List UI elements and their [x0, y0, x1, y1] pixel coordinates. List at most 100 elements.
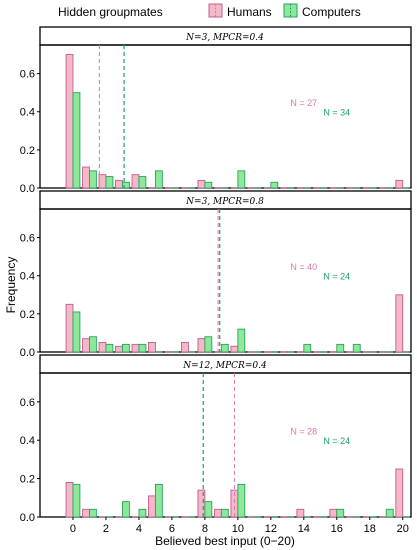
panel-1-plot — [39, 44, 412, 189]
panel-2-y-ticks: 0.0 0.2 0.4 0.6 — [20, 233, 40, 359]
x-tick-label: 2 — [103, 523, 109, 535]
panel-1-strip-label: N=3, MPCR=0.4 — [185, 33, 264, 43]
bar-humans-20 — [395, 294, 404, 353]
panel-1: N=3, MPCR=0.4 N = 27 N = 34 0.0 0.2 0.4 0.6 — [20, 26, 412, 195]
x-tick-label: 20 — [397, 523, 409, 535]
bar-humans-5 — [148, 342, 156, 353]
panel-1-n-computers: N = 34 — [323, 108, 350, 118]
panel-3-plot — [39, 372, 412, 518]
y-tick-label: 0.6 — [20, 69, 35, 81]
panel-3-border — [39, 372, 412, 518]
bar-humans-2 — [98, 174, 107, 189]
bar-humans-4 — [131, 174, 140, 189]
panel-2-strip-label: N=3, MPCR=0.8 — [185, 197, 264, 207]
bar-computers-0 — [72, 483, 81, 518]
panel-1-n-humans: N = 27 — [290, 98, 317, 108]
panel-1-y-ticks: 0.0 0.2 0.4 0.6 — [20, 69, 40, 195]
y-axis-title: Frequency — [4, 257, 18, 314]
bar-computers-19 — [385, 508, 394, 518]
bar-computers-9 — [220, 508, 229, 518]
bar-humans-1 — [82, 508, 90, 518]
bar-computers-3 — [121, 501, 130, 518]
x-tick-label: 4 — [136, 523, 142, 535]
y-tick-label: 0.0 — [20, 347, 35, 359]
bar-computers-2 — [105, 176, 114, 189]
bar-computers-0 — [72, 311, 81, 353]
y-tick-label: 0.2 — [20, 474, 35, 486]
bar-humans-1 — [82, 338, 90, 353]
bar-computers-5 — [154, 483, 163, 518]
bar-computers-17 — [352, 343, 361, 353]
bar-computers-4 — [138, 343, 147, 353]
y-tick-label: 0.0 — [20, 512, 35, 524]
bar-computers-8 — [204, 501, 213, 518]
y-tick-label: 0.6 — [20, 397, 35, 409]
bar-computers-8 — [204, 181, 213, 189]
bar-computers-16 — [336, 343, 345, 353]
bar-humans-2 — [98, 342, 107, 353]
x-tick-label: 18 — [364, 523, 376, 535]
bar-computers-14 — [303, 343, 312, 353]
y-tick-label: 0.2 — [20, 145, 35, 157]
bar-humans-8 — [197, 489, 206, 518]
bar-computers-4 — [138, 508, 147, 518]
panel-3-n-humans: N = 28 — [290, 426, 317, 436]
legend-label-computers: Computers — [302, 5, 361, 19]
bar-humans-5 — [148, 495, 156, 518]
bar-computers-1 — [89, 170, 97, 189]
y-tick-label: 0.2 — [20, 309, 35, 321]
bar-computers-12 — [270, 181, 279, 189]
x-tick-label: 10 — [232, 523, 244, 535]
bar-humans-0 — [65, 481, 74, 518]
bar-computers-1 — [89, 336, 97, 353]
y-tick-label: 0.0 — [20, 183, 35, 195]
bar-computers-9 — [220, 343, 229, 353]
bar-humans-16 — [329, 508, 338, 518]
panel-2-n-computers: N = 24 — [323, 272, 350, 282]
y-tick-label: 0.4 — [20, 271, 35, 283]
panel-2-border — [39, 208, 412, 353]
x-tick-label: 8 — [202, 523, 208, 535]
panel-1-border — [39, 44, 412, 189]
x-axis: 0 2 4 6 8 10 12 14 16 18 20 — [70, 517, 409, 535]
bar-computers-16 — [336, 508, 345, 518]
x-tick-label: 12 — [265, 523, 277, 535]
bar-computers-5 — [154, 170, 163, 189]
bar-computers-4 — [138, 176, 147, 189]
panel-2-n-humans: N = 40 — [290, 262, 317, 272]
bar-computers-8 — [204, 336, 213, 353]
legend-title: Hidden groupmates — [58, 5, 163, 19]
bar-humans-20 — [395, 179, 404, 189]
bar-humans-14 — [296, 508, 305, 518]
bar-humans-3 — [115, 179, 123, 189]
bar-humans-20 — [395, 468, 404, 518]
panel-3-strip-label: N=12, MPCR=0.4 — [182, 361, 267, 371]
x-tick-label: 6 — [169, 523, 175, 535]
bar-computers-10 — [237, 483, 246, 518]
bar-humans-3 — [115, 345, 123, 353]
bar-computers-2 — [105, 343, 114, 353]
panel-2: N=3, MPCR=0.8 N = 40 N = 24 0.0 0.2 0.4 0.6 — [20, 190, 412, 359]
panel-2-plot — [39, 208, 412, 353]
bar-humans-1 — [82, 166, 90, 189]
bar-humans-9 — [214, 508, 222, 518]
bar-humans-10 — [230, 345, 239, 353]
x-tick-label: 14 — [298, 523, 310, 535]
bar-humans-8 — [197, 179, 206, 189]
panel-3: N=12, MPCR=0.4 N = 28 N = 24 0.00.20.40.… — [20, 354, 412, 524]
bar-humans-4 — [131, 343, 140, 353]
bar-computers-1 — [89, 508, 97, 518]
y-tick-label: 0.6 — [20, 233, 35, 245]
panel-3-n-computers: N = 24 — [323, 436, 350, 446]
bar-humans-7 — [181, 342, 189, 353]
bar-computers-0 — [72, 92, 81, 189]
x-axis-title: Believed best input (0−20) — [155, 534, 295, 548]
bar-computers-10 — [237, 328, 246, 353]
y-tick-label: 0.4 — [20, 107, 35, 119]
bar-computers-3 — [121, 343, 130, 353]
bar-computers-10 — [237, 170, 246, 189]
panel-3-y-ticks: 0.0 0.2 0.4 0.6 — [20, 397, 40, 524]
x-tick-label: 0 — [70, 523, 76, 535]
bar-humans-0 — [65, 303, 74, 353]
bar-computers-3 — [121, 181, 130, 189]
